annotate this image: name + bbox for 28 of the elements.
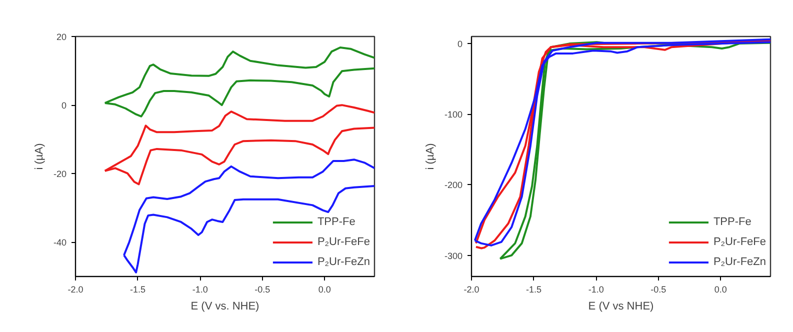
- y-tick-label: 0: [457, 39, 463, 50]
- y-axis-title: i (µA): [424, 143, 436, 170]
- x-tick-label: 0.0: [318, 284, 331, 294]
- x-tick-label: -0.5: [254, 284, 270, 294]
- x-tick-label: -2.0: [68, 284, 84, 294]
- x-tick-label: -1.0: [588, 284, 604, 294]
- x-tick-label: -0.5: [650, 284, 666, 294]
- y-axis-title: i (µA): [33, 143, 46, 170]
- y-tick-label: -40: [53, 238, 67, 248]
- y-tick-label: -300: [444, 250, 462, 261]
- legend-label: TPP-Fe: [713, 215, 752, 229]
- x-axis-title: E (V vs NHE): [588, 300, 654, 312]
- legend-label: P₂Ur-FeFe: [317, 235, 370, 249]
- x-tick-label: 0.0: [714, 284, 727, 294]
- x-tick-label: -1.5: [130, 284, 146, 294]
- x-axis-title: E (V vs. NHE): [190, 300, 260, 312]
- y-tick-label: -200: [444, 180, 462, 190]
- y-tick-label: -20: [53, 169, 67, 180]
- legend-label: P₂Ur-FeFe: [713, 235, 766, 249]
- x-tick-label: -1.0: [192, 284, 208, 294]
- y-tick-label: -100: [444, 110, 462, 120]
- x-tick-label: -2.0: [464, 284, 480, 294]
- y-tick-label: 20: [56, 32, 67, 42]
- legend-label: TPP-Fe: [317, 215, 356, 229]
- legend-label: P₂Ur-FeZn: [713, 255, 766, 269]
- x-tick-label: -1.5: [526, 284, 542, 294]
- legend-label: P₂Ur-FeZn: [317, 255, 370, 269]
- y-tick-label: 0: [61, 100, 67, 111]
